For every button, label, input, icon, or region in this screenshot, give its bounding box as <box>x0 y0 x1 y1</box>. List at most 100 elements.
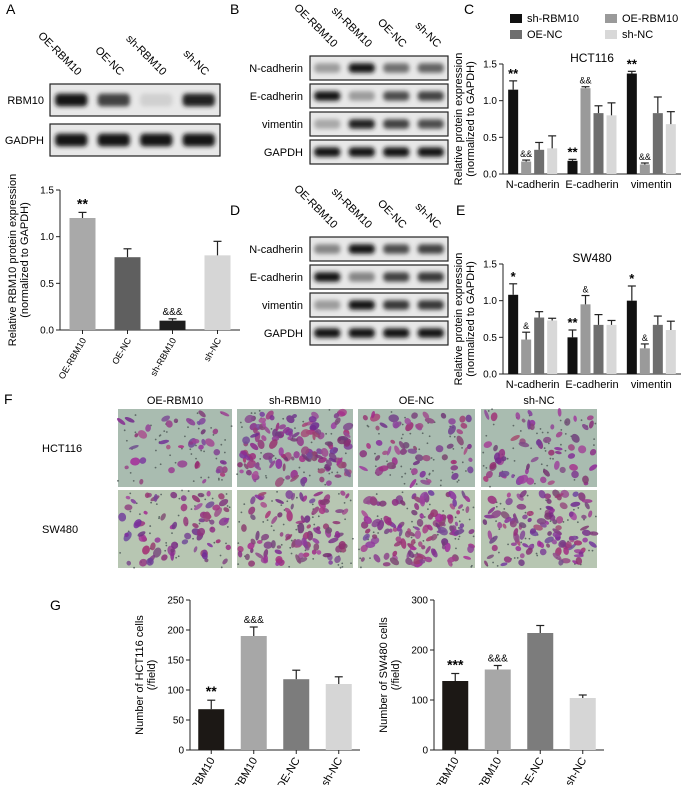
micrograph-cell <box>383 552 390 560</box>
micrograph-pore <box>215 457 218 460</box>
micrograph-cell <box>501 456 507 462</box>
micrograph-pore <box>374 452 376 455</box>
micrograph-cell <box>459 523 465 528</box>
blot-a-band <box>97 93 130 107</box>
micrograph-cell <box>419 513 425 519</box>
chart-c-legend-label: OE-RBM10 <box>622 13 678 25</box>
micrograph-pore <box>240 511 243 514</box>
micrograph-cell <box>409 479 417 488</box>
chart-c-bar <box>567 160 578 174</box>
micrograph-cell <box>161 415 171 422</box>
chart-g1-y-tick-label: 0 <box>178 746 184 757</box>
micrograph-cell <box>362 533 370 541</box>
micrograph-pore <box>219 554 222 557</box>
micrograph-cell <box>274 477 284 487</box>
chart-a-y-label: Relative RBM10 protein expression <box>7 174 19 346</box>
micrograph-pore <box>328 409 331 411</box>
micrograph-cell <box>124 532 129 538</box>
micrograph-cell <box>544 493 552 500</box>
micrograph-pore <box>462 508 465 511</box>
micrograph-cell <box>201 438 206 446</box>
micrograph-cell <box>332 520 341 525</box>
micrograph-cell <box>362 415 368 421</box>
micrograph-pore <box>311 503 314 506</box>
micrograph-pore <box>224 439 227 441</box>
micrograph-pore <box>406 507 409 510</box>
micrograph-pore <box>250 412 253 414</box>
micrograph-cell <box>325 480 332 486</box>
micrograph-pore <box>200 476 203 479</box>
micrograph-pore <box>155 503 158 506</box>
micrograph-pore <box>203 450 205 453</box>
micrograph-cell <box>419 559 426 564</box>
micrograph-cell <box>554 447 563 451</box>
chart-c-legend-swatch <box>605 30 617 39</box>
micrograph-cell <box>422 411 430 420</box>
micrograph-cell <box>261 435 267 442</box>
micrograph-cell <box>158 439 170 445</box>
micrograph-pore <box>213 541 216 544</box>
micrograph-cell <box>510 434 520 442</box>
chart-g1-y-tick-label: 200 <box>167 626 184 637</box>
micrograph-pore <box>455 547 457 550</box>
chart-e-bar <box>626 300 637 374</box>
micrograph-cell <box>310 451 318 462</box>
micrograph-cell <box>275 498 284 504</box>
blot-a-band <box>97 133 130 147</box>
micrograph-cell <box>416 423 424 429</box>
micrograph-cell <box>430 534 438 541</box>
micrograph-pore <box>468 518 471 521</box>
micrograph-pore <box>190 508 193 511</box>
micrograph-cell <box>300 515 305 523</box>
blot-b-band <box>348 119 375 129</box>
chart-c-annotation: && <box>520 149 532 159</box>
chart-g1-y-tick-label: 50 <box>173 716 185 727</box>
micrograph-pore <box>187 426 189 429</box>
micrograph-cell <box>200 429 206 435</box>
chart-g1-x-tick-label: sh-NC <box>319 755 345 785</box>
micrograph-cell <box>546 543 551 548</box>
blot-d-band <box>314 328 341 338</box>
micrograph-pore <box>580 419 583 422</box>
chart-c-bar <box>521 161 532 174</box>
micrograph-cell <box>430 548 438 558</box>
micrograph-cell <box>171 521 178 530</box>
micrograph-cell <box>530 456 539 463</box>
blot-a-band <box>55 133 88 147</box>
micrograph-cell <box>444 542 451 553</box>
micrograph-pore <box>536 432 538 435</box>
micrograph-pore <box>423 516 426 518</box>
micrograph-cell <box>265 510 271 519</box>
micrograph-cell <box>315 454 324 460</box>
micrograph-cell <box>510 542 517 546</box>
micrograph-pore <box>129 492 132 495</box>
chart-c-annotation: ** <box>627 56 638 71</box>
micrograph-cell <box>504 516 512 524</box>
micrograph-cell <box>571 470 579 479</box>
blot-b-band <box>314 91 341 101</box>
micrograph-image <box>481 407 598 488</box>
micrograph-cell <box>262 452 274 460</box>
micrograph-pore <box>594 422 597 425</box>
chart-a-bar <box>159 320 186 330</box>
micrograph-cell <box>173 418 179 424</box>
micrograph-cell <box>332 447 339 453</box>
micrograph-cell <box>441 454 448 461</box>
micrograph-pore <box>390 411 393 413</box>
chart-e-x-tick-label: E-cadherin <box>565 379 618 391</box>
micrograph-cell <box>212 504 221 511</box>
micrograph-cell <box>240 450 248 455</box>
micrograph-pore <box>453 435 456 438</box>
micrograph-cell <box>180 495 187 502</box>
micrograph-cell <box>459 415 466 423</box>
micrograph-column-label: sh-RBM10 <box>269 395 321 407</box>
blot-d-band <box>314 244 341 254</box>
micrograph-pore <box>238 520 241 523</box>
micrograph-cell <box>558 559 564 566</box>
micrograph-pore <box>564 432 567 435</box>
micrograph-cell <box>291 432 300 438</box>
chart-g1-bar <box>198 709 225 750</box>
micrograph-pore <box>265 476 268 479</box>
micrograph-pore <box>376 515 379 518</box>
micrograph-cell <box>225 544 231 551</box>
